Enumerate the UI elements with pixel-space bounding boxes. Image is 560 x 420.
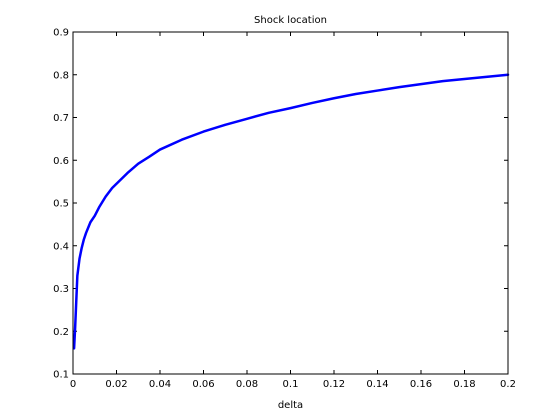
x-tick-label: 0.2	[500, 379, 516, 390]
y-tick-label: 0.2	[53, 327, 69, 338]
x-tick-label: 0.1	[283, 379, 299, 390]
y-tick-label: 0.7	[53, 113, 69, 124]
x-tick-label: 0.16	[410, 379, 432, 390]
x-tick-label: 0	[70, 379, 76, 390]
y-tick-label: 0.5	[53, 199, 69, 210]
x-tick-label: 0.18	[453, 379, 475, 390]
x-axis-label: delta	[278, 400, 303, 411]
y-tick-label: 0.1	[53, 370, 69, 381]
y-tick-label: 0.4	[53, 241, 69, 252]
chart-title: Shock location	[254, 15, 327, 26]
x-tick-label: 0.08	[236, 379, 258, 390]
y-tick-label: 0.6	[53, 156, 69, 167]
y-tick-label: 0.3	[53, 284, 69, 295]
x-tick-label: 0.12	[323, 379, 345, 390]
x-tick-label: 0.06	[192, 379, 214, 390]
plot-area	[73, 32, 508, 374]
x-tick-label: 0.02	[105, 379, 127, 390]
y-tick-label: 0.8	[53, 70, 69, 81]
x-tick-label: 0.14	[366, 379, 388, 390]
y-tick-label: 0.9	[53, 28, 69, 39]
x-tick-label: 0.04	[149, 379, 171, 390]
